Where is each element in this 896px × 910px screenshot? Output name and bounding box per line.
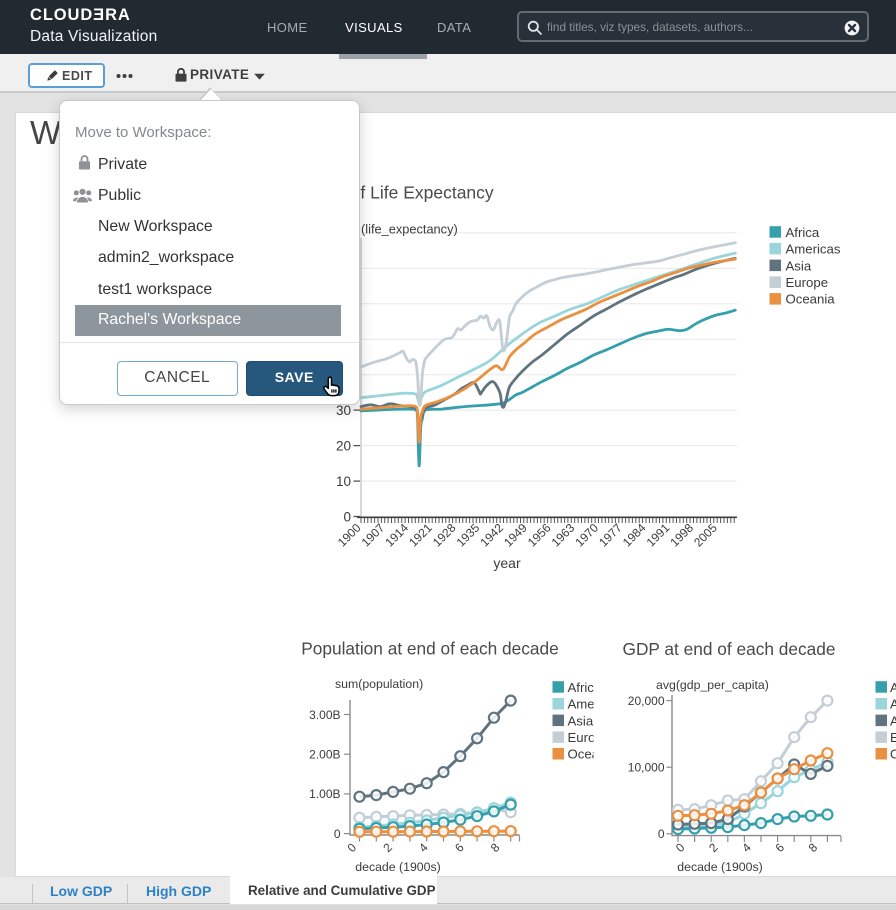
svg-text:20: 20 xyxy=(336,438,351,453)
svg-text:1914: 1914 xyxy=(382,520,411,549)
svg-text:6: 6 xyxy=(772,840,787,855)
svg-text:10: 10 xyxy=(336,474,351,489)
svg-text:2.00B: 2.00B xyxy=(309,748,340,762)
svg-text:1.00B: 1.00B xyxy=(309,787,340,801)
svg-text:GDP at end of each decade: GDP at end of each decade xyxy=(623,639,836,659)
svg-text:1991: 1991 xyxy=(644,520,673,549)
svg-text:Oceania: Oceania xyxy=(568,747,618,762)
svg-text:8: 8 xyxy=(488,840,503,855)
svg-text:10,000: 10,000 xyxy=(628,761,665,775)
svg-text:30: 30 xyxy=(336,403,351,418)
svg-text:Africa: Africa xyxy=(890,680,896,695)
svg-text:0: 0 xyxy=(344,840,359,855)
svg-text:1900: 1900 xyxy=(335,520,364,549)
svg-text:20,000: 20,000 xyxy=(628,694,665,708)
svg-text:1970: 1970 xyxy=(572,520,601,549)
svg-text:6: 6 xyxy=(452,840,467,855)
svg-text:Americas: Americas xyxy=(890,697,896,712)
svg-text:2: 2 xyxy=(706,840,721,855)
svg-text:1928: 1928 xyxy=(430,520,459,549)
svg-text:1956: 1956 xyxy=(525,520,554,549)
svg-text:Americas: Americas xyxy=(568,697,623,712)
svg-text:Asia: Asia xyxy=(890,713,896,728)
svg-text:Africa: Africa xyxy=(786,225,820,240)
svg-text:1963: 1963 xyxy=(549,520,578,549)
svg-text:1935: 1935 xyxy=(454,520,483,549)
svg-text:Americas: Americas xyxy=(786,242,841,257)
svg-text:0: 0 xyxy=(658,827,665,841)
svg-text:3.00B: 3.00B xyxy=(309,708,340,722)
svg-text:year: year xyxy=(493,555,521,571)
svg-text:0: 0 xyxy=(334,827,341,841)
svg-text:1921: 1921 xyxy=(406,520,435,549)
svg-text:avg(gdp_per_capita): avg(gdp_per_capita) xyxy=(656,678,769,692)
svg-text:decade (1900s): decade (1900s) xyxy=(355,860,440,874)
svg-text:Europe: Europe xyxy=(786,275,829,290)
svg-text:Asia: Asia xyxy=(568,713,594,728)
svg-text:Africa: Africa xyxy=(568,680,602,695)
svg-text:2: 2 xyxy=(380,840,395,855)
svg-text:decade (1900s): decade (1900s) xyxy=(677,860,762,874)
svg-text:Oceania: Oceania xyxy=(786,292,836,307)
svg-text:1977: 1977 xyxy=(596,520,625,549)
svg-text:1907: 1907 xyxy=(359,520,388,549)
svg-text:0: 0 xyxy=(343,509,351,524)
svg-text:Population at end of each deca: Population at end of each decade xyxy=(301,639,559,659)
svg-text:1942: 1942 xyxy=(477,520,506,549)
svg-text:Oceania: Oceania xyxy=(890,747,896,762)
svg-text:(life_expectancy): (life_expectancy) xyxy=(361,222,458,237)
svg-text:Europe: Europe xyxy=(890,730,896,745)
svg-text:4: 4 xyxy=(416,840,431,855)
svg-text:0: 0 xyxy=(673,840,688,855)
svg-text:sum(population): sum(population) xyxy=(335,677,423,691)
svg-text:Europe: Europe xyxy=(568,730,611,745)
svg-text:1998: 1998 xyxy=(667,520,696,549)
svg-text:4: 4 xyxy=(739,840,754,855)
svg-text:Asia: Asia xyxy=(786,258,812,273)
svg-text:1949: 1949 xyxy=(501,520,530,549)
svg-text:1984: 1984 xyxy=(620,520,649,549)
svg-text:8: 8 xyxy=(806,840,821,855)
svg-text:2005: 2005 xyxy=(691,520,720,549)
svg-text:f Life Expectancy: f Life Expectancy xyxy=(360,182,494,202)
